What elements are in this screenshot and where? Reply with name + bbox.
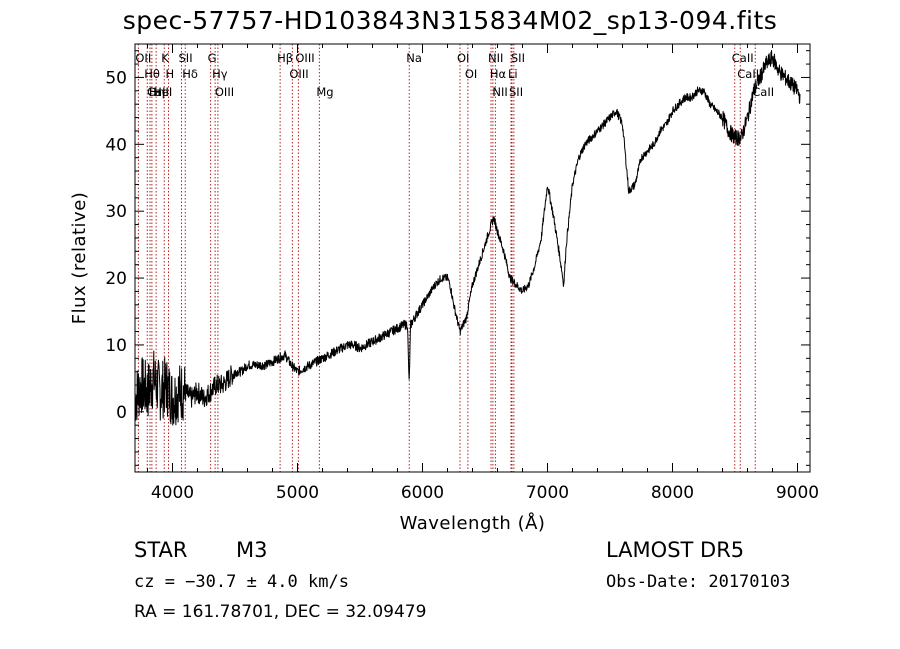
line-marker-label: OI [465,67,477,81]
line-marker-label: CaII [732,51,754,65]
y-tick-label: 50 [105,68,127,88]
y-tick-label: 20 [105,269,127,289]
plot-frame [134,43,811,473]
line-marker-label: Hη [149,85,165,99]
x-tick-label: 9000 [776,483,819,503]
line-marker-label: HeI [153,85,172,99]
flux-series-line [134,49,801,426]
line-marker-label: Li [508,67,518,81]
line-marker-label: OIII [295,51,314,65]
line-marker-label: SII [511,51,525,65]
y-axis-label: Flux (relative) [69,192,90,325]
line-marker-label: Hγ [212,67,228,81]
line-marker-label: OIII [289,67,308,81]
observation-date: Obs-Date: 20170103 [606,572,791,592]
line-marker-label: Mg [316,85,333,99]
coordinates-readout: RA = 161.78701, DEC = 32.09479 [134,602,427,622]
object-class: STAR [134,538,188,562]
y-tick-label: 30 [105,202,127,222]
line-marker-label: Na [406,51,422,65]
y-tick-label: 10 [105,336,127,356]
line-marker-label: Hα [490,67,507,81]
line-marker-label: OIII [215,85,234,99]
x-tick-label: 6000 [401,483,444,503]
x-tick-label: 5000 [276,483,319,503]
x-tick-label: 8000 [651,483,694,503]
line-marker-label: NII [488,51,503,65]
x-tick-label: 7000 [526,483,569,503]
x-tick-label: 4000 [151,483,194,503]
line-marker-label: OI [457,51,469,65]
y-tick-label: 40 [105,135,127,155]
line-marker-label: CaII [752,85,774,99]
line-marker-label: CaII [147,85,169,99]
y-tick-label: 0 [116,403,127,423]
redshift-readout: cz = −30.7 ± 4.0 km/s [134,572,349,592]
line-marker-label: CaII [737,67,759,81]
line-marker-label: Hβ [277,51,293,65]
survey-name: LAMOST DR5 [606,538,745,562]
line-marker-label: Hδ [182,67,198,81]
chart-title: spec-57757-HD103843N315834M02_sp13-094.f… [122,6,778,35]
line-marker-label: OII [135,51,151,65]
line-marker-label: K [161,51,169,65]
object-subclass: M3 [236,538,268,562]
line-marker-label: G [208,51,217,65]
line-marker-label: NII [492,85,507,99]
line-marker-label: SII [509,85,523,99]
line-marker-label: H [166,67,175,81]
x-axis-label: Wavelength (Å) [400,512,546,534]
line-marker-label: SII [179,51,193,65]
line-marker-label: Hθ [144,67,160,81]
